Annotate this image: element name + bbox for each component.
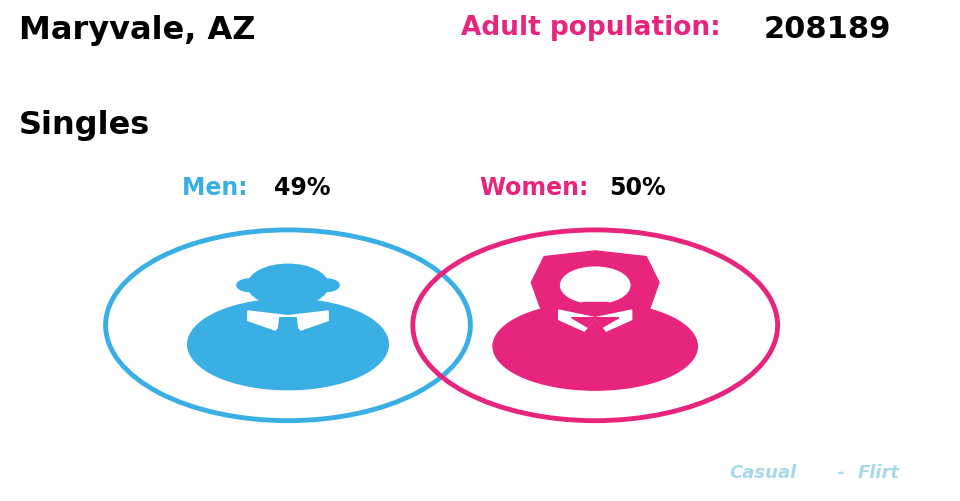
Text: Flirt: Flirt [857,463,900,481]
Polygon shape [248,312,288,331]
Circle shape [237,280,260,292]
Polygon shape [276,305,300,314]
Polygon shape [278,318,298,345]
Text: 50%: 50% [610,175,666,199]
Polygon shape [559,311,595,331]
Polygon shape [532,252,659,312]
Text: Adult population:: Adult population: [461,15,730,41]
Circle shape [315,280,339,292]
Circle shape [248,265,328,307]
Text: 208189: 208189 [763,15,891,44]
Polygon shape [583,303,608,312]
Text: Maryvale, AZ: Maryvale, AZ [19,15,255,46]
Ellipse shape [561,268,630,304]
Polygon shape [595,318,619,328]
Text: Singles: Singles [19,110,151,141]
Text: Casual: Casual [730,463,797,481]
Polygon shape [288,312,328,331]
Polygon shape [595,311,632,331]
Ellipse shape [493,303,697,390]
Polygon shape [571,318,595,328]
Text: Men:: Men: [182,175,256,199]
Ellipse shape [188,300,388,390]
Text: 49%: 49% [274,175,330,199]
Text: -: - [837,463,845,481]
Text: Women:: Women: [480,175,596,199]
